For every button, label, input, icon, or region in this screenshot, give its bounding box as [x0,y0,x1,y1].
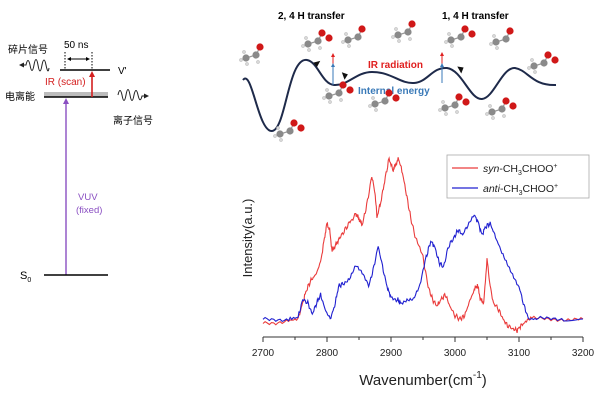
x-axis-label: Wavenumber(cm-1) [359,370,487,389]
molecule-icon [485,97,517,120]
ir-arrowhead-right-icon [440,52,444,56]
series-line-syn [262,156,584,334]
x-tick-label: 2700 [252,348,275,359]
fragment-signal-label: 碎片信号 [8,43,48,56]
ir-spectrum-chart: 2700 2800 2900 3000 3100 3200 Wavenumber(cm-1… [240,154,595,389]
legend-label-anti: anti-CH3CHOO+ [483,183,558,197]
molecule-structures [239,20,559,142]
ir-arrowhead-icon [89,71,95,77]
energy-level-diagram: 50 ns V' IR (scan) VUV (fixed) S0 碎片信号 电… [5,40,153,284]
molecule-icon [391,20,416,43]
fragment-signal-arrowhead-icon [19,62,24,68]
ion-signal-arrowhead-icon [144,93,149,99]
internal-energy-label: Internal energy [358,86,430,97]
potential-energy-curve [242,59,557,133]
ion-signal-label: 离子信号 [113,114,153,127]
curve-arrow-left-icon [313,60,321,68]
molecule-icon [301,29,333,52]
molecule-icon [438,93,470,116]
delay-arrowhead-right-icon [86,57,90,61]
vuv-label: VUV [78,192,98,203]
molecule-icon [322,81,354,104]
fragment-signal-wave-icon [22,59,50,72]
internal-arrowhead-left-icon [331,63,335,67]
vuv-fixed-label: (fixed) [76,205,102,216]
vuv-arrowhead-icon [63,98,69,104]
x-tick-label: 2800 [316,348,339,359]
ion-signal-wave-icon [117,89,145,101]
internal-arrowhead-right-icon [440,63,444,67]
x-tick-label: 3200 [572,348,595,359]
series-line-anti [262,214,584,323]
right-transfer-title: 1, 4 H transfer [442,11,509,22]
legend: syn-CH3CHOO+ anti-CH3CHOO+ [446,154,590,199]
delay-label: 50 ns [64,40,88,51]
ir-radiation-label: IR radiation [368,60,423,71]
molecule-icon [368,89,400,112]
ionization-energy-label: 电离能 [5,90,35,103]
ir-arrowhead-left-icon [331,53,335,57]
x-tick-label: 2900 [380,348,403,359]
legend-label-syn: syn-CH3CHOO+ [483,163,558,177]
molecule-icon [444,25,476,48]
molecule-icon [273,119,305,142]
x-tick-label: 3000 [444,348,467,359]
molecule-icon [341,25,366,48]
delay-arrowhead-left-icon [67,57,71,61]
ground-state-label: S0 [20,270,31,284]
molecule-icon [239,43,264,66]
left-transfer-title: 2, 4 H transfer [278,11,345,22]
curve-arrow-right-icon [457,66,464,74]
y-axis-label: Intensity(a.u.) [240,199,255,278]
ionization-energy-band [44,92,108,97]
curve-arrow-middle-icon [341,72,348,80]
x-tick-label: 3100 [508,348,531,359]
ir-scan-label: IR (scan) [45,77,86,88]
molecule-icon [489,27,514,50]
upper-state-label: V' [118,66,127,77]
reaction-pathway-diagram: 2, 4 H transfer 1, 4 H transfer IR radia… [239,11,559,142]
molecule-icon [527,51,559,74]
legend-box [446,154,590,199]
